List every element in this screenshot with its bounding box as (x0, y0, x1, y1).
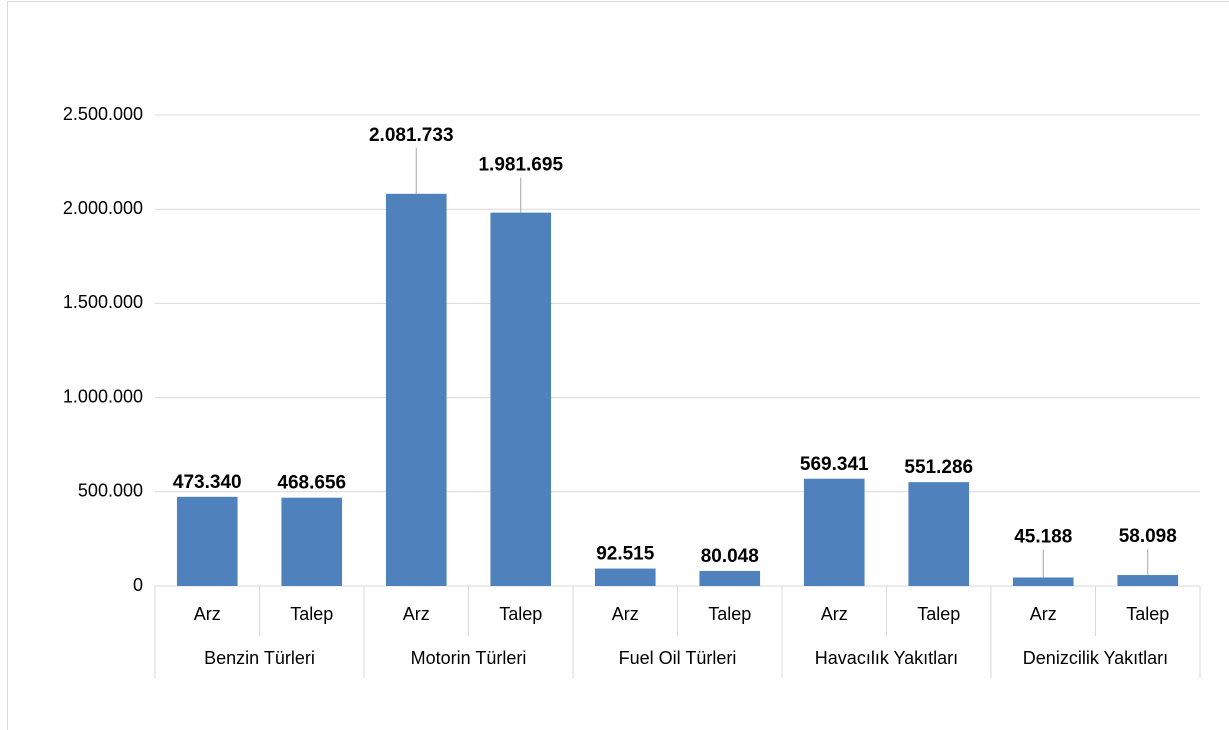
x-tick-label: Talep (708, 604, 751, 624)
chart-frame (7, 1, 1229, 730)
value-label: 1.981.695 (478, 155, 563, 176)
group-label: Havacılık Yakıtları (815, 648, 958, 668)
bar (176, 496, 238, 586)
x-tick-label: Talep (917, 604, 960, 624)
x-tick-label: Arz (1030, 604, 1057, 624)
bar (1117, 575, 1179, 586)
x-tick-label: Arz (194, 604, 221, 624)
x-tick-label: Talep (1126, 604, 1169, 624)
group-label: Benzin Türleri (204, 648, 315, 668)
group-label: Fuel Oil Türleri (619, 648, 737, 668)
y-tick-label: 500.000 (78, 481, 143, 501)
bar (699, 570, 761, 586)
value-label: 45.188 (1014, 527, 1072, 548)
y-tick-label: 1.500.000 (63, 292, 143, 312)
value-label: 2.081.733 (369, 125, 454, 146)
value-label: 80.048 (701, 546, 759, 567)
bar (490, 212, 552, 586)
value-label: 468.656 (277, 473, 346, 494)
bar (281, 497, 343, 586)
group-label: Denizcilik Yakıtları (1023, 648, 1168, 668)
x-tick-label: Talep (290, 604, 333, 624)
bar (908, 482, 970, 586)
y-tick-label: 0 (133, 575, 143, 595)
value-label: 569.341 (800, 454, 869, 475)
value-label: 58.098 (1119, 526, 1177, 547)
y-tick-label: 2.500.000 (63, 104, 143, 124)
value-label: 551.286 (904, 457, 973, 478)
y-tick-label: 1.000.000 (63, 386, 143, 406)
value-label: 92.515 (596, 544, 655, 565)
value-label: 473.340 (173, 472, 242, 493)
bar (385, 193, 447, 586)
x-tick-label: Arz (821, 604, 848, 624)
bar (1012, 577, 1074, 586)
group-label: Motorin Türleri (411, 648, 527, 668)
bar (803, 478, 865, 586)
y-tick-label: 2.000.000 (63, 198, 143, 218)
bar (594, 568, 656, 586)
x-tick-label: Arz (403, 604, 430, 624)
x-tick-label: Arz (612, 604, 639, 624)
x-tick-label: Talep (499, 604, 542, 624)
